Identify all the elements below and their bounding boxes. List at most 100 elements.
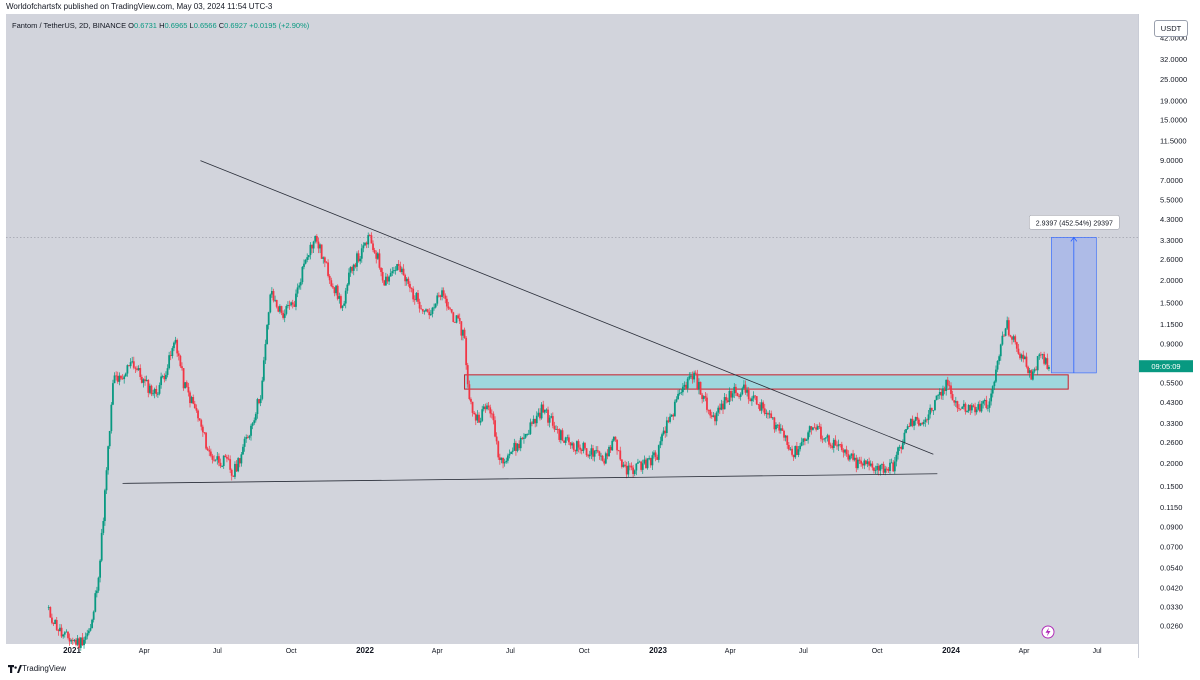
candle-body xyxy=(317,241,320,249)
candle-body xyxy=(296,287,299,294)
symbol-legend: Fantom / TetherUS, 2D, BINANCE O0.6731 H… xyxy=(12,21,309,30)
candle-body xyxy=(68,637,71,642)
candle-body xyxy=(760,402,763,411)
candle-body xyxy=(447,306,450,309)
candle-body xyxy=(365,242,368,245)
chart-pane[interactable] xyxy=(6,14,1138,658)
x-tick-label: 2024 xyxy=(942,646,960,655)
candle-body xyxy=(421,309,424,312)
candle-body xyxy=(340,296,342,308)
candle-body xyxy=(360,248,363,259)
candle-body xyxy=(189,392,191,404)
candle-body xyxy=(1014,336,1017,343)
candle-body xyxy=(831,445,834,448)
candle-body xyxy=(193,403,196,409)
time-axis[interactable] xyxy=(0,644,1138,658)
candle-body xyxy=(70,640,73,642)
candle-body xyxy=(948,385,951,387)
candle-body xyxy=(78,638,81,648)
candle-body xyxy=(242,446,244,455)
candle-body xyxy=(983,399,986,402)
candle-body xyxy=(201,426,204,433)
candle-body xyxy=(564,437,567,443)
candle-body xyxy=(815,427,818,430)
candle-body xyxy=(370,235,373,244)
candle-body xyxy=(959,408,962,410)
candle-body xyxy=(291,302,294,305)
candle-body xyxy=(174,339,177,343)
candle-body xyxy=(637,462,639,464)
candle-body xyxy=(73,639,76,641)
candle-body xyxy=(306,257,309,260)
candle-body xyxy=(657,445,660,460)
candle-body xyxy=(686,378,689,389)
candle-body xyxy=(405,278,408,282)
y-tick-label: 9.0000 xyxy=(1160,156,1183,165)
candle-body xyxy=(270,291,273,295)
candle-body xyxy=(235,463,238,472)
candle-body xyxy=(516,443,519,451)
candle-body xyxy=(995,369,997,382)
price-axis[interactable] xyxy=(1138,14,1200,658)
candle-body xyxy=(505,460,508,463)
y-tick-label: 4.3000 xyxy=(1160,215,1183,224)
candle-body xyxy=(418,301,421,309)
candle-body xyxy=(752,395,755,399)
y-tick-label: 32.0000 xyxy=(1160,55,1187,64)
candle-body xyxy=(415,292,418,300)
candle-body xyxy=(110,404,113,432)
candle-body xyxy=(1046,358,1049,369)
candle-body xyxy=(206,448,209,451)
candle-body xyxy=(829,444,832,446)
candle-body xyxy=(359,258,362,262)
candle-body xyxy=(250,425,252,436)
candle-body xyxy=(539,412,541,419)
candle-body xyxy=(309,244,312,256)
candle-body xyxy=(1028,370,1031,373)
candle-body xyxy=(89,628,92,631)
candle-body xyxy=(59,627,61,632)
candle-body xyxy=(707,409,710,411)
x-tick-label: Jul xyxy=(1093,648,1102,655)
candle-body xyxy=(873,467,875,471)
candle-body xyxy=(222,455,225,467)
candle-body xyxy=(771,417,774,419)
change-value: +0.0195 (+2.90%) xyxy=(249,21,310,30)
candle-body xyxy=(558,429,561,440)
candle-body xyxy=(672,414,675,417)
candle-body xyxy=(190,397,193,404)
candle-body xyxy=(734,386,737,393)
candle-body xyxy=(203,432,206,434)
candle-body xyxy=(1038,354,1041,357)
candle-body xyxy=(136,368,138,370)
candle-body xyxy=(540,404,543,419)
candle-body xyxy=(325,262,328,264)
candle-body xyxy=(612,436,615,441)
candle-body xyxy=(792,454,795,458)
ohlc-values: O0.6731 H0.6965 L0.6566 C0.6927 +0.0195 … xyxy=(128,21,310,30)
candle-body xyxy=(490,413,493,415)
candle-body xyxy=(254,414,257,421)
candle-body xyxy=(474,414,477,421)
currency-button[interactable]: USDT xyxy=(1154,20,1188,37)
candle-body xyxy=(402,268,405,276)
x-tick-label: Oct xyxy=(286,648,297,655)
candle-body xyxy=(95,590,98,594)
candle-body xyxy=(590,448,593,455)
candle-body xyxy=(810,426,813,430)
candle-body xyxy=(881,464,883,465)
measure-arrowhead xyxy=(1070,236,1078,242)
x-tick-label: 2023 xyxy=(649,646,667,655)
candle-body xyxy=(230,469,233,476)
candle-body xyxy=(966,411,968,412)
candle-body xyxy=(787,444,790,450)
candle-body xyxy=(942,388,944,396)
lightning-bolt-icon xyxy=(1045,627,1051,637)
candle-body xyxy=(694,372,697,374)
candle-body xyxy=(511,450,514,452)
candle-body xyxy=(832,439,835,448)
candle-body xyxy=(747,390,750,400)
candle-body xyxy=(850,453,853,456)
candle-body xyxy=(470,399,472,402)
candle-body xyxy=(646,458,649,469)
